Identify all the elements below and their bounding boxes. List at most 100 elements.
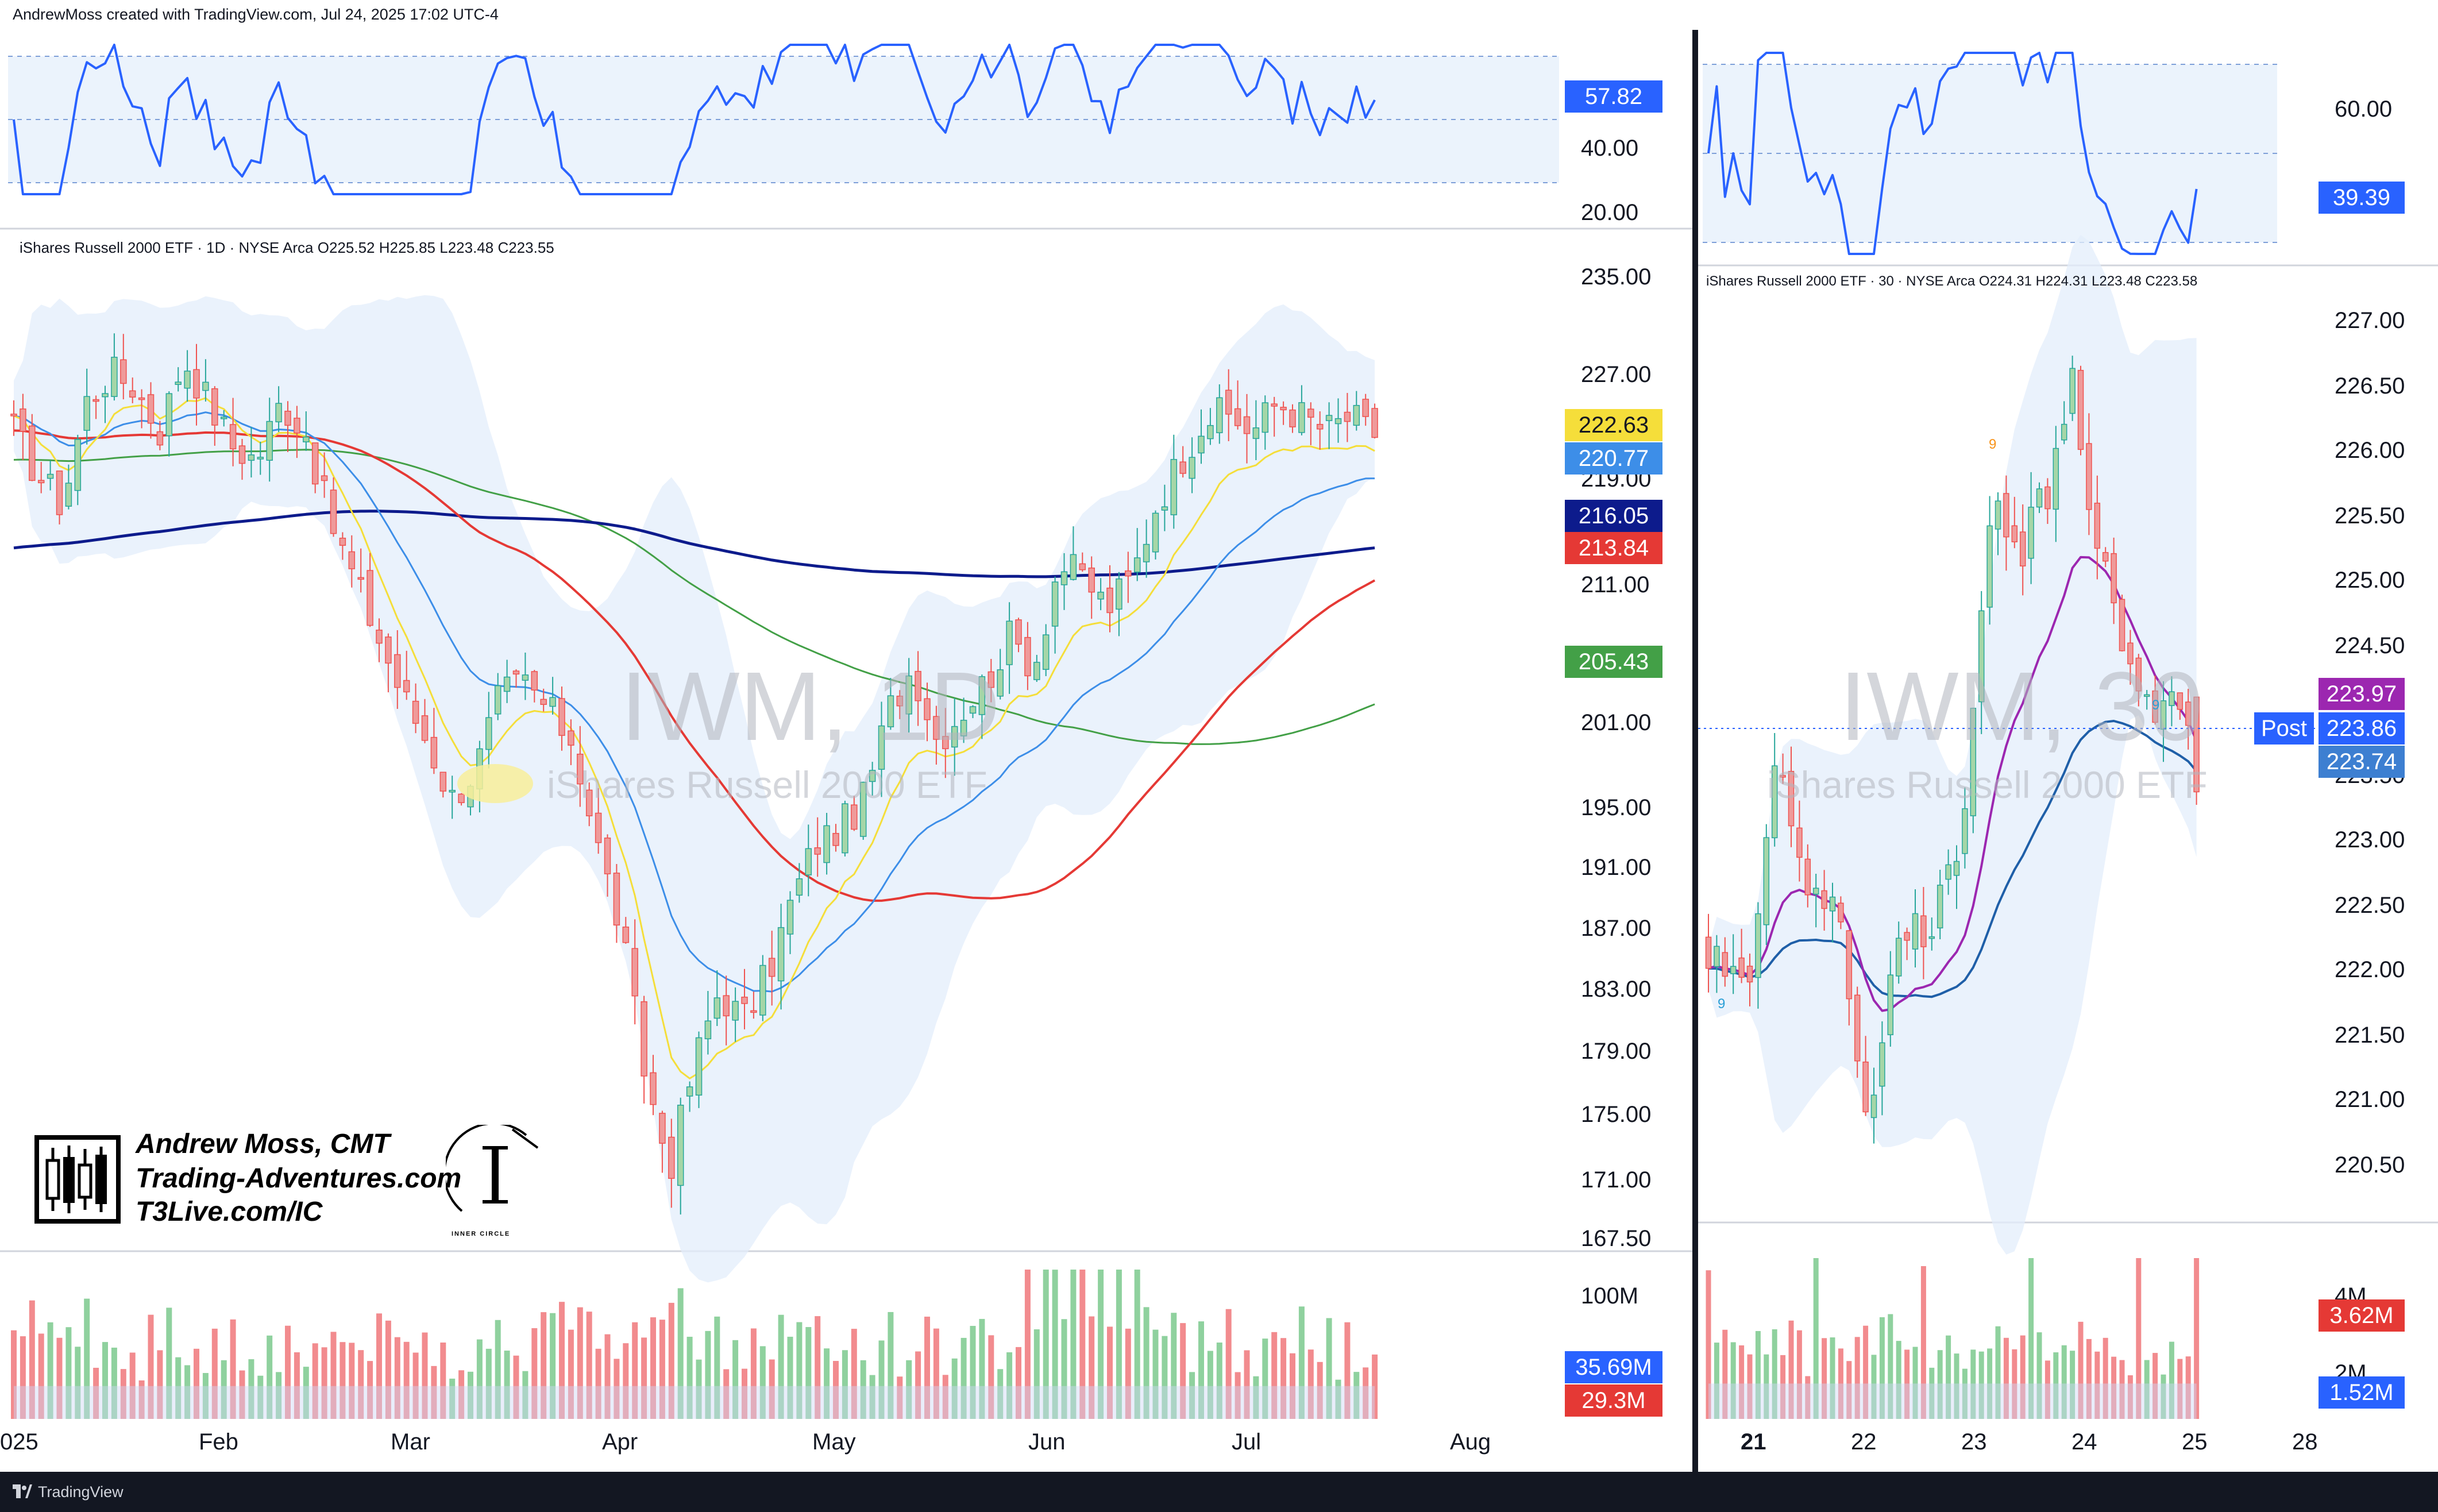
daily-chart-svg[interactable] bbox=[0, 30, 1692, 1472]
volume-bar bbox=[120, 1369, 126, 1419]
daily-price-tick: 183.00 bbox=[1581, 977, 1652, 1002]
daily-chart-panel[interactable]: iShares Russell 2000 ETF · 1D · NYSE Arc… bbox=[0, 30, 1692, 1472]
candle-body bbox=[129, 390, 136, 398]
candle-body bbox=[1854, 994, 1861, 1062]
credit-bar: AndrewMoss created with TradingView.com,… bbox=[0, 0, 2438, 30]
candle-body bbox=[2019, 531, 2026, 567]
intraday-chart-panel[interactable]: iShares Russell 2000 ETF · 30 · NYSE Arc… bbox=[1698, 30, 2438, 1472]
volume-bar bbox=[2136, 1258, 2142, 1419]
daily-watermark: IWM, 1D bbox=[620, 652, 1001, 761]
candle-body bbox=[367, 570, 373, 626]
daily-rsi-tick: 20.00 bbox=[1581, 200, 1639, 225]
volume-bar bbox=[2053, 1352, 2059, 1419]
intraday-price-tick: 222.50 bbox=[2335, 893, 2405, 918]
candle-body bbox=[814, 847, 821, 855]
volume-bar bbox=[2078, 1321, 2084, 1419]
candle-body bbox=[796, 878, 803, 896]
volume-bar bbox=[1024, 1270, 1031, 1419]
volume-bar bbox=[211, 1328, 218, 1419]
intraday-price-tick: 225.00 bbox=[2335, 568, 2405, 593]
daily-time-tick: Feb bbox=[199, 1429, 238, 1455]
volume-bar bbox=[851, 1329, 857, 1419]
volume-bar bbox=[1271, 1332, 1278, 1419]
candle-body bbox=[951, 726, 958, 748]
candle-body bbox=[1780, 775, 1786, 778]
volume-bar bbox=[257, 1375, 264, 1419]
candle-body bbox=[1033, 662, 1040, 680]
ema-price-tag: 223.74 bbox=[2319, 746, 2405, 778]
volume-bar bbox=[1317, 1361, 1323, 1419]
daily-legend: iShares Russell 2000 ETF · 1D · NYSE Arc… bbox=[20, 239, 554, 256]
candle-body bbox=[668, 1136, 675, 1179]
volume-bar bbox=[1954, 1353, 1959, 1419]
candle-body bbox=[960, 719, 967, 736]
volume-bar bbox=[47, 1322, 53, 1419]
volume-bar bbox=[714, 1316, 720, 1419]
td-label: 9 bbox=[1989, 437, 1997, 452]
volume-bar bbox=[1755, 1330, 1761, 1419]
volume-bar bbox=[2185, 1356, 2191, 1419]
candle-body bbox=[449, 789, 456, 793]
candle-body bbox=[805, 848, 812, 875]
volume-bar bbox=[412, 1352, 419, 1419]
candle-body bbox=[1097, 592, 1104, 600]
candle-body bbox=[978, 676, 986, 715]
daily-price-tick: 195.00 bbox=[1581, 795, 1652, 820]
candle-body bbox=[257, 457, 264, 460]
volume-bar bbox=[677, 1288, 684, 1419]
candle-body bbox=[1936, 885, 1943, 929]
volume-bar bbox=[1171, 1313, 1177, 1419]
volume-bar bbox=[376, 1313, 382, 1419]
candle-body bbox=[303, 436, 310, 442]
candle-body bbox=[1995, 500, 2001, 530]
candle-body bbox=[2061, 423, 2067, 441]
volume-bar bbox=[915, 1351, 921, 1419]
candle-body bbox=[111, 357, 118, 397]
candle-body bbox=[494, 685, 502, 715]
candle-body bbox=[878, 725, 885, 770]
volume-bar bbox=[321, 1347, 327, 1419]
volume-bar bbox=[267, 1335, 273, 1419]
volume-bar bbox=[1180, 1323, 1186, 1419]
volume-bar bbox=[504, 1351, 510, 1419]
volume-bar bbox=[787, 1336, 793, 1419]
td-label: 9 bbox=[2152, 697, 2160, 713]
volume-bar bbox=[1326, 1318, 1332, 1419]
volume-bar bbox=[623, 1343, 629, 1419]
signature-site: Trading-Adventures.com bbox=[136, 1163, 462, 1194]
candle-body bbox=[102, 393, 109, 398]
candle-body bbox=[1746, 966, 1753, 983]
intraday-price-tick: 221.00 bbox=[2335, 1087, 2405, 1112]
candle-body bbox=[942, 736, 949, 750]
rsi-line bbox=[1707, 52, 2198, 255]
candle-body bbox=[2011, 525, 2018, 542]
candle-body bbox=[65, 483, 72, 507]
volume-bar bbox=[897, 1376, 903, 1419]
ema21-line bbox=[13, 411, 1375, 993]
volume-bar bbox=[960, 1337, 967, 1419]
volume-bar bbox=[1920, 1266, 1926, 1419]
candle-body bbox=[1252, 427, 1260, 439]
candle-body bbox=[1307, 408, 1314, 418]
candle-body bbox=[558, 698, 565, 736]
volume-bar bbox=[1912, 1347, 1918, 1419]
daily-price-tick: 227.00 bbox=[1581, 362, 1652, 387]
intraday-chart-svg[interactable] bbox=[1698, 30, 2438, 1472]
volume-bar bbox=[148, 1314, 154, 1419]
volume-bar bbox=[1143, 1307, 1149, 1419]
candle-body bbox=[823, 825, 830, 863]
candle-body bbox=[20, 408, 26, 432]
volume-bar bbox=[2044, 1360, 2050, 1419]
volume-bar bbox=[1995, 1326, 2001, 1419]
highlight-ellipse bbox=[457, 764, 533, 803]
candle-body bbox=[275, 403, 282, 423]
volume-bar bbox=[2152, 1353, 2158, 1419]
volume-bar bbox=[2086, 1339, 2092, 1419]
volume-bar bbox=[1280, 1338, 1287, 1419]
volume-bar bbox=[1253, 1376, 1259, 1419]
intraday-ema-line bbox=[1708, 720, 2198, 998]
volume-bar bbox=[1830, 1337, 1835, 1419]
volume-bar bbox=[1335, 1379, 1341, 1419]
volume-bar bbox=[997, 1369, 1004, 1419]
daily-volume-tag: 29.3M bbox=[1565, 1384, 1662, 1417]
